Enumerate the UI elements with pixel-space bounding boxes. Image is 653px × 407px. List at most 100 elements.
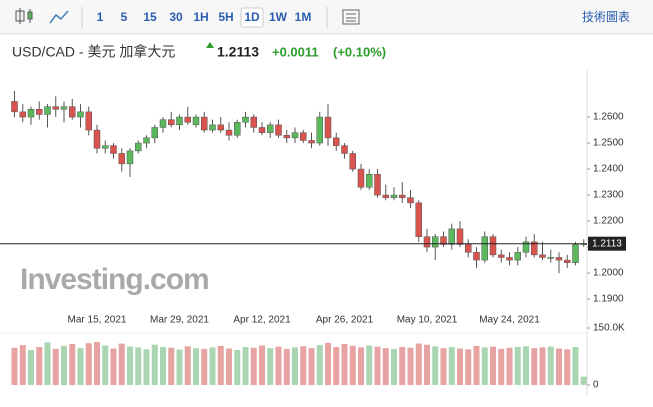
volume-bar: [234, 350, 241, 385]
interval-button[interactable]: 5: [121, 10, 128, 24]
candle-body: [126, 150, 134, 165]
volume-bar: [184, 346, 191, 385]
interval-button[interactable]: 15: [143, 10, 157, 24]
candle-body: [267, 124, 274, 133]
candle-body: [456, 228, 464, 245]
candle-body: [415, 202, 422, 237]
volume-bar: [399, 347, 406, 385]
volume-bar: [44, 342, 51, 385]
candle-body: [382, 194, 389, 198]
volume-bar: [36, 347, 43, 385]
candle-body: [110, 145, 117, 154]
candle-body: [85, 111, 92, 131]
candle-body: [473, 252, 480, 261]
volume-bar: [308, 348, 315, 385]
volume-bar: [341, 343, 348, 385]
interval-button[interactable]: 1M: [295, 10, 312, 24]
up-arrow: [206, 42, 214, 48]
volume-bar: [407, 347, 414, 385]
interval-button[interactable]: 30: [169, 10, 183, 24]
volume-bar: [143, 349, 150, 385]
candle-body: [423, 236, 431, 248]
change-percent: (+0.10%): [333, 44, 386, 59]
y-tick-label: 1.2200: [593, 216, 624, 227]
line-icon[interactable]: [49, 10, 69, 24]
candle-body: [357, 168, 365, 188]
candle-body: [572, 244, 579, 263]
volume-bar: [69, 343, 76, 385]
candle-body: [44, 106, 51, 115]
candle-body: [192, 116, 200, 126]
volume-bar: [19, 345, 26, 385]
volume-bar: [539, 347, 546, 385]
volume-tick-label: 0: [593, 380, 599, 391]
x-tick-label: Mar 15, 2021: [68, 315, 127, 326]
y-tick-label: 1.1900: [593, 294, 624, 305]
interval-button[interactable]: 1H: [193, 10, 208, 24]
x-tick-label: Mar 29, 2021: [150, 315, 209, 326]
candle-body: [448, 228, 455, 245]
volume-bar: [283, 348, 290, 385]
volume-bar: [259, 345, 265, 385]
candle-body: [60, 106, 68, 110]
volume-bar: [209, 347, 216, 385]
candle-body: [341, 145, 348, 154]
candle-body: [407, 197, 414, 204]
candle-body: [531, 241, 538, 256]
candle-body: [201, 116, 208, 131]
interval-button[interactable]: 1: [97, 10, 104, 24]
candle-body: [506, 257, 513, 261]
volume-bar: [473, 345, 480, 385]
volume-bar: [424, 344, 430, 385]
volume-bar: [168, 347, 175, 385]
volume-bar: [547, 346, 554, 385]
volume-bar: [325, 342, 331, 385]
volume-bar: [217, 345, 224, 385]
volume-bar: [102, 345, 109, 385]
volume-bar: [151, 344, 158, 385]
candle-body: [27, 109, 35, 118]
candle-body: [176, 116, 183, 126]
candle-body: [52, 106, 59, 110]
volume-bar: [374, 346, 381, 385]
candle-icon[interactable]: [15, 8, 33, 24]
candle-body: [316, 116, 323, 144]
candle-body: [440, 236, 447, 245]
current-price-label: 1.2113: [592, 238, 622, 249]
candle-body: [349, 153, 356, 170]
interval-button[interactable]: 1W: [269, 10, 288, 24]
chart-link[interactable]: 技術圖表: [582, 10, 630, 24]
table-icon[interactable]: [342, 9, 360, 25]
volume-bar: [242, 347, 249, 385]
volume-bar: [176, 349, 183, 385]
candle-body: [209, 124, 216, 131]
volume-bar: [250, 347, 257, 385]
interval-button[interactable]: 1D: [244, 10, 260, 24]
volume-bar: [382, 348, 389, 385]
candle-body: [283, 135, 290, 139]
candle-body: [522, 241, 530, 253]
candle-body: [432, 236, 439, 248]
volume-bar: [498, 348, 505, 385]
candle-body: [135, 142, 142, 152]
volume-bar: [366, 345, 373, 385]
candle-body: [225, 129, 233, 136]
volume-bar: [127, 346, 133, 385]
volume-bar: [316, 345, 323, 385]
x-tick-label: May 10, 2021: [397, 315, 458, 326]
volume-bar: [300, 346, 307, 385]
candle-body: [168, 119, 175, 126]
candle-body: [539, 254, 546, 258]
candle-body: [11, 101, 18, 113]
candle-body: [498, 254, 505, 258]
volume-bar: [506, 347, 513, 385]
candle-body: [366, 174, 373, 188]
volume-bar: [226, 348, 232, 385]
change: +0.0011: [272, 44, 319, 59]
interval-button[interactable]: 5H: [218, 10, 233, 24]
candle-body: [258, 127, 266, 133]
candle-body: [333, 137, 340, 146]
candle-body: [143, 137, 150, 144]
volume-bar: [292, 347, 298, 385]
watermark: Investing.com: [20, 263, 209, 296]
